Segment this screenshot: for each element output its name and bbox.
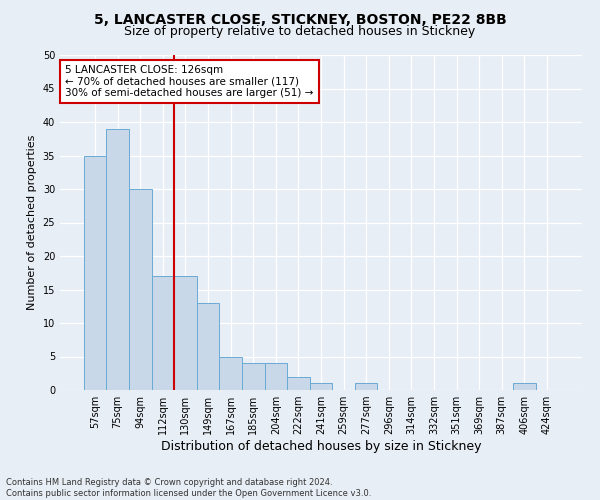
Bar — [287, 376, 310, 390]
Bar — [106, 128, 129, 390]
X-axis label: Distribution of detached houses by size in Stickney: Distribution of detached houses by size … — [161, 440, 481, 453]
Text: Contains HM Land Registry data © Crown copyright and database right 2024.
Contai: Contains HM Land Registry data © Crown c… — [6, 478, 371, 498]
Bar — [355, 384, 377, 390]
Bar — [174, 276, 197, 390]
Bar — [220, 356, 242, 390]
Bar — [310, 384, 332, 390]
Bar — [152, 276, 174, 390]
Text: Size of property relative to detached houses in Stickney: Size of property relative to detached ho… — [124, 25, 476, 38]
Bar — [197, 303, 220, 390]
Bar — [513, 384, 536, 390]
Text: 5, LANCASTER CLOSE, STICKNEY, BOSTON, PE22 8BB: 5, LANCASTER CLOSE, STICKNEY, BOSTON, PE… — [94, 12, 506, 26]
Y-axis label: Number of detached properties: Number of detached properties — [27, 135, 37, 310]
Bar — [265, 363, 287, 390]
Bar — [129, 189, 152, 390]
Bar — [84, 156, 106, 390]
Bar — [242, 363, 265, 390]
Text: 5 LANCASTER CLOSE: 126sqm
← 70% of detached houses are smaller (117)
30% of semi: 5 LANCASTER CLOSE: 126sqm ← 70% of detac… — [65, 65, 314, 98]
